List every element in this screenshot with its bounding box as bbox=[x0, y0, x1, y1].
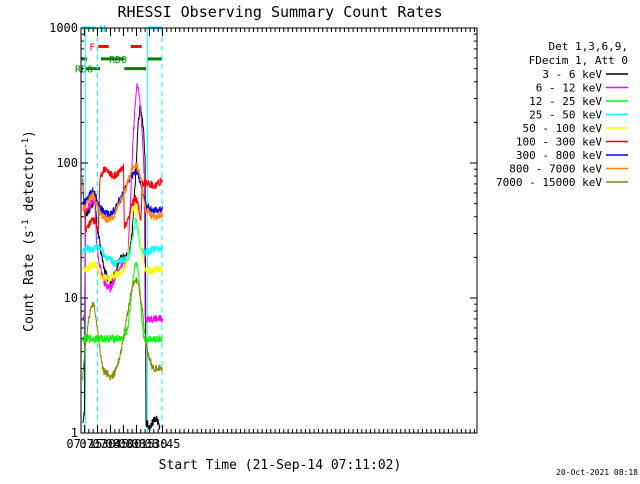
y-tick-label: 1000 bbox=[49, 21, 78, 35]
y-axis: 1 10 100 1000 bbox=[49, 21, 477, 440]
x-tick-label: 08:00 bbox=[105, 437, 141, 451]
y-axis-label-mid: detector bbox=[22, 149, 37, 220]
x-tick-label: 07:30 bbox=[79, 437, 115, 451]
series-line bbox=[82, 276, 163, 381]
x-tick-label: 08:15 bbox=[118, 437, 154, 451]
x-tick-label: 08:30 bbox=[131, 437, 167, 451]
footer-timestamp: 20-Oct-2021 08:18 bbox=[556, 468, 638, 477]
y-tick-label: 1 bbox=[71, 426, 78, 440]
legend-label: 50 - 100 keV bbox=[523, 122, 603, 135]
flags-layer: NF RD0 RD6 bbox=[75, 24, 163, 76]
flag-label: N bbox=[100, 24, 106, 35]
series-line bbox=[82, 83, 163, 324]
x-tick-label: 07:15 bbox=[66, 437, 102, 451]
flag-label: RD0 bbox=[109, 55, 127, 66]
x-axis-label: Start Time (21-Sep-14 07:11:02) bbox=[159, 458, 402, 473]
series-line bbox=[82, 163, 163, 233]
legend-header-line1: Det 1,3,6,9, bbox=[549, 40, 628, 53]
series-line bbox=[82, 167, 163, 219]
legend-label: 12 - 25 keV bbox=[529, 95, 602, 108]
y-axis-label: Count Rate (s-1 detector-1) bbox=[21, 130, 37, 332]
y-tick-label: 10 bbox=[64, 291, 78, 305]
legend-label: 100 - 300 keV bbox=[516, 136, 602, 149]
vlines-layer bbox=[84, 28, 163, 433]
y-axis-label-sup2: -1 bbox=[21, 138, 31, 149]
flag-label: F bbox=[89, 42, 95, 53]
series-line bbox=[82, 217, 163, 268]
legend-label: 6 - 12 keV bbox=[536, 82, 603, 95]
series-line bbox=[82, 162, 163, 224]
flag-label: RD6 bbox=[75, 65, 93, 76]
y-axis-label-end: ) bbox=[22, 130, 37, 138]
x-tick-label: 07:45 bbox=[92, 437, 128, 451]
legend-label: 7000 - 15000 keV bbox=[496, 176, 602, 189]
series-line bbox=[82, 203, 163, 283]
y-axis-label-main: Count Rate (s bbox=[22, 230, 37, 332]
plot-area: 1 10 100 1000 07:1507:3007:4508:0008:1508:3… bbox=[49, 21, 478, 451]
legend-header-line2: FDecim 1, Att 0 bbox=[529, 54, 628, 67]
x-tick-label: 08:45 bbox=[144, 437, 180, 451]
legend: Det 1,3,6,9, FDecim 1, Att 0 3 - 6 keV6 … bbox=[496, 40, 628, 189]
legend-label: 300 - 800 keV bbox=[516, 149, 602, 162]
chart-title: RHESSI Observing Summary Count Rates bbox=[117, 3, 442, 21]
legend-label: 800 - 7000 keV bbox=[509, 163, 602, 176]
legend-label: 3 - 6 keV bbox=[542, 68, 602, 81]
plot-frame bbox=[80, 27, 478, 434]
y-tick-label: 100 bbox=[56, 156, 78, 170]
series-layer bbox=[82, 83, 163, 431]
y-axis-label-sup: -1 bbox=[21, 219, 31, 230]
legend-label: 25 - 50 keV bbox=[529, 109, 602, 122]
